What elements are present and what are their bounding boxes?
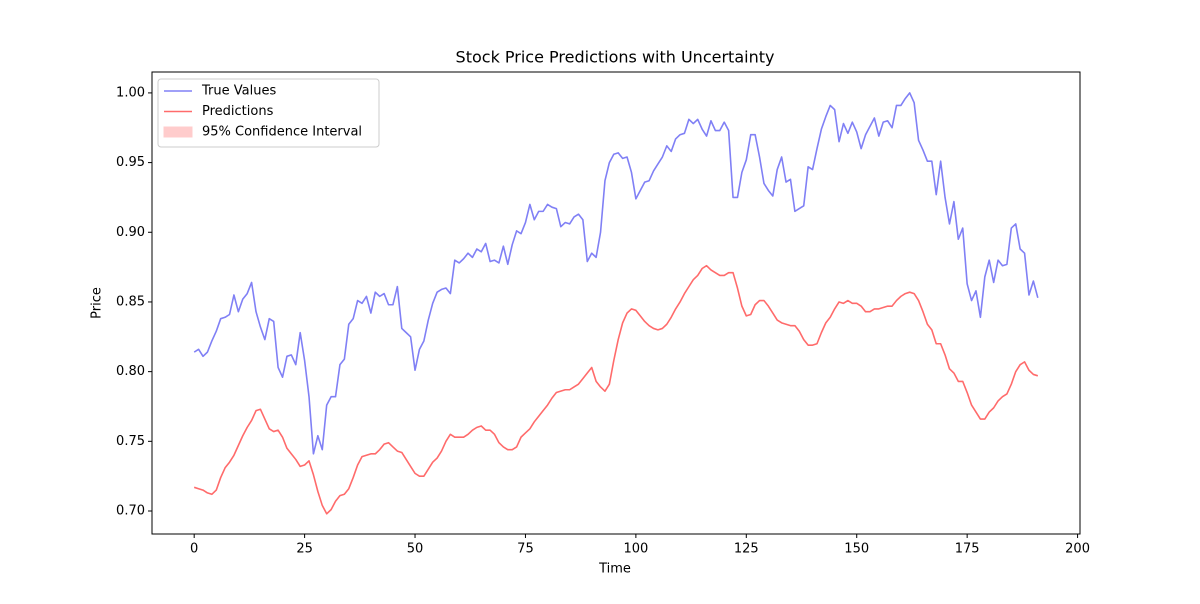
x-tick-label: 125 [734, 542, 759, 557]
x-tick-label: 0 [190, 542, 198, 557]
data-line [193, 92, 1039, 455]
y-tick-label: 0.70 [116, 504, 145, 519]
x-tick-label: 25 [296, 542, 313, 557]
plot-frame [151, 71, 1081, 535]
legend: True Values Predictions 95% Confidence Int… [157, 78, 380, 148]
data-line [193, 264, 1039, 515]
legend-frame [157, 78, 380, 148]
y-axis-label: Price [90, 287, 105, 319]
y-tick-label: 0.95 [116, 155, 145, 170]
legend-label: Predictions [202, 104, 274, 119]
legend-label: 95% Confidence Interval [202, 125, 362, 140]
x-axis-label: Time [598, 562, 631, 577]
x-tick-label: 175 [955, 542, 980, 557]
x-tick-label: 100 [623, 542, 648, 557]
y-tick-label: 0.90 [116, 225, 145, 240]
y-tick-label: 0.75 [116, 434, 145, 449]
y-tick-label: 0.85 [116, 294, 145, 309]
y-tick-label: 1.00 [116, 85, 145, 100]
x-tick-label: 200 [1065, 542, 1090, 557]
x-tick-label: 150 [844, 542, 869, 557]
x-tick-label: 50 [407, 542, 424, 557]
legend-label: True Values [201, 84, 276, 99]
chart-title: Stock Price Predictions with Uncertainty [456, 48, 775, 67]
legend-patch [163, 126, 193, 138]
y-tick-label: 0.80 [116, 364, 145, 379]
x-tick-label: 75 [517, 542, 534, 557]
